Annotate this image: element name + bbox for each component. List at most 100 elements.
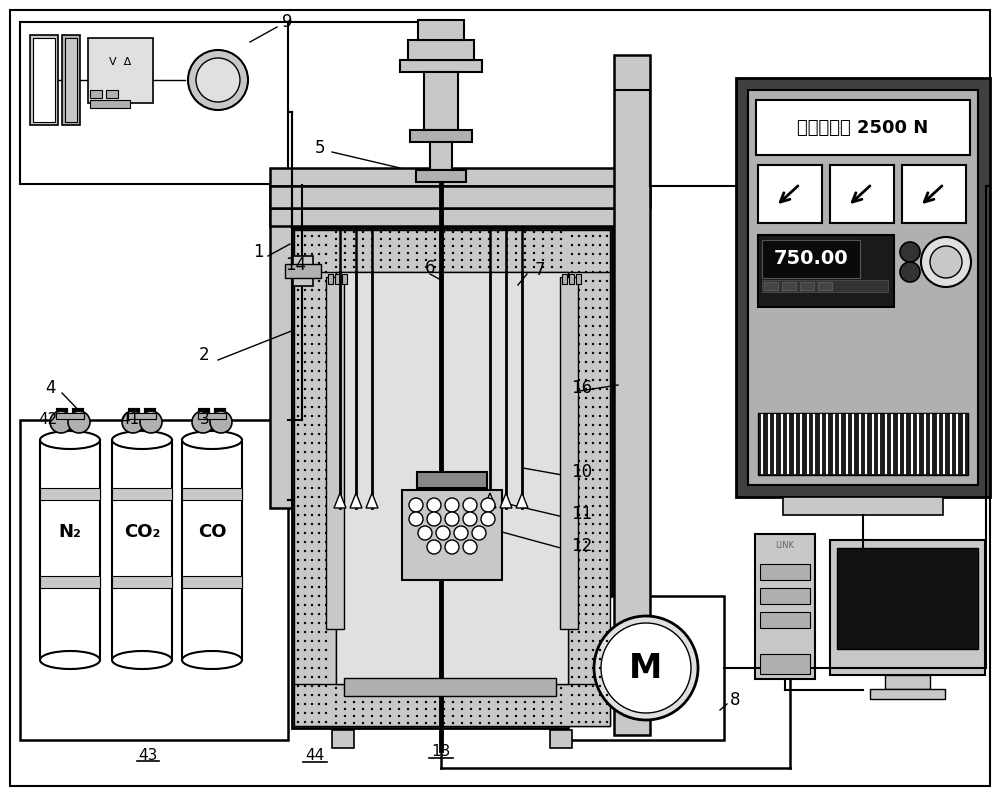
Circle shape	[551, 245, 553, 248]
Circle shape	[318, 712, 320, 714]
Circle shape	[318, 423, 320, 426]
Circle shape	[599, 352, 601, 354]
Circle shape	[606, 622, 608, 624]
Circle shape	[297, 262, 299, 264]
Circle shape	[542, 238, 544, 240]
Circle shape	[318, 316, 320, 318]
Circle shape	[389, 252, 391, 254]
Circle shape	[318, 540, 320, 543]
Text: 12: 12	[571, 537, 593, 555]
Circle shape	[571, 469, 573, 471]
Circle shape	[592, 523, 594, 525]
Circle shape	[606, 712, 608, 714]
Bar	[758, 235, 894, 307]
Circle shape	[578, 271, 580, 273]
Circle shape	[362, 266, 364, 268]
Bar	[568, 596, 724, 740]
Circle shape	[578, 550, 580, 552]
Circle shape	[585, 451, 587, 453]
Circle shape	[304, 334, 306, 336]
Circle shape	[192, 411, 214, 433]
Circle shape	[606, 343, 608, 345]
Circle shape	[318, 343, 320, 345]
Circle shape	[551, 252, 553, 254]
Circle shape	[571, 280, 573, 283]
Circle shape	[606, 370, 608, 373]
Circle shape	[297, 667, 299, 669]
Circle shape	[304, 316, 306, 318]
Circle shape	[318, 604, 320, 607]
Circle shape	[592, 406, 594, 408]
Circle shape	[344, 700, 346, 703]
Circle shape	[560, 266, 562, 268]
Circle shape	[318, 415, 320, 417]
Circle shape	[592, 478, 594, 480]
Circle shape	[470, 708, 472, 710]
Bar	[569, 274, 574, 284]
Circle shape	[454, 526, 468, 540]
Circle shape	[515, 231, 517, 233]
Circle shape	[311, 532, 313, 534]
Circle shape	[443, 687, 445, 689]
Bar	[106, 90, 118, 98]
Circle shape	[524, 722, 526, 724]
Circle shape	[592, 513, 594, 516]
Circle shape	[592, 460, 594, 462]
Circle shape	[304, 442, 306, 444]
Circle shape	[325, 352, 327, 354]
Circle shape	[592, 271, 594, 273]
Circle shape	[599, 306, 601, 309]
Circle shape	[325, 451, 327, 453]
Bar	[760, 564, 810, 580]
Circle shape	[318, 550, 320, 552]
Circle shape	[318, 613, 320, 615]
Circle shape	[585, 649, 587, 651]
Circle shape	[571, 343, 573, 345]
Ellipse shape	[40, 651, 100, 669]
Circle shape	[533, 722, 535, 724]
Circle shape	[318, 685, 320, 687]
Bar	[430, 142, 452, 170]
Circle shape	[325, 559, 327, 561]
Circle shape	[578, 540, 580, 543]
Circle shape	[578, 370, 580, 373]
Circle shape	[515, 245, 517, 248]
Circle shape	[606, 253, 608, 256]
Circle shape	[311, 577, 313, 579]
Circle shape	[571, 487, 573, 490]
Circle shape	[479, 238, 481, 240]
Circle shape	[304, 496, 306, 498]
Circle shape	[407, 259, 409, 261]
Bar	[417, 472, 487, 488]
Circle shape	[578, 513, 580, 516]
Bar	[294, 230, 610, 272]
Circle shape	[578, 352, 580, 354]
Circle shape	[318, 694, 320, 696]
Circle shape	[551, 266, 553, 268]
Text: 42: 42	[38, 412, 58, 427]
Circle shape	[599, 244, 601, 246]
Circle shape	[297, 253, 299, 256]
Circle shape	[571, 388, 573, 390]
Circle shape	[311, 451, 313, 453]
Circle shape	[571, 478, 573, 480]
Circle shape	[325, 540, 327, 543]
Circle shape	[585, 595, 587, 597]
Circle shape	[533, 715, 535, 717]
Circle shape	[318, 523, 320, 525]
Circle shape	[592, 423, 594, 426]
Circle shape	[533, 259, 535, 261]
Circle shape	[470, 700, 472, 703]
Circle shape	[578, 325, 580, 327]
Circle shape	[585, 487, 587, 490]
Circle shape	[515, 722, 517, 724]
Circle shape	[585, 712, 587, 714]
Bar	[344, 678, 556, 696]
Circle shape	[578, 523, 580, 525]
Circle shape	[311, 657, 313, 660]
Circle shape	[606, 513, 608, 516]
Circle shape	[578, 235, 580, 237]
Circle shape	[325, 604, 327, 607]
Circle shape	[311, 478, 313, 480]
Circle shape	[434, 687, 436, 689]
